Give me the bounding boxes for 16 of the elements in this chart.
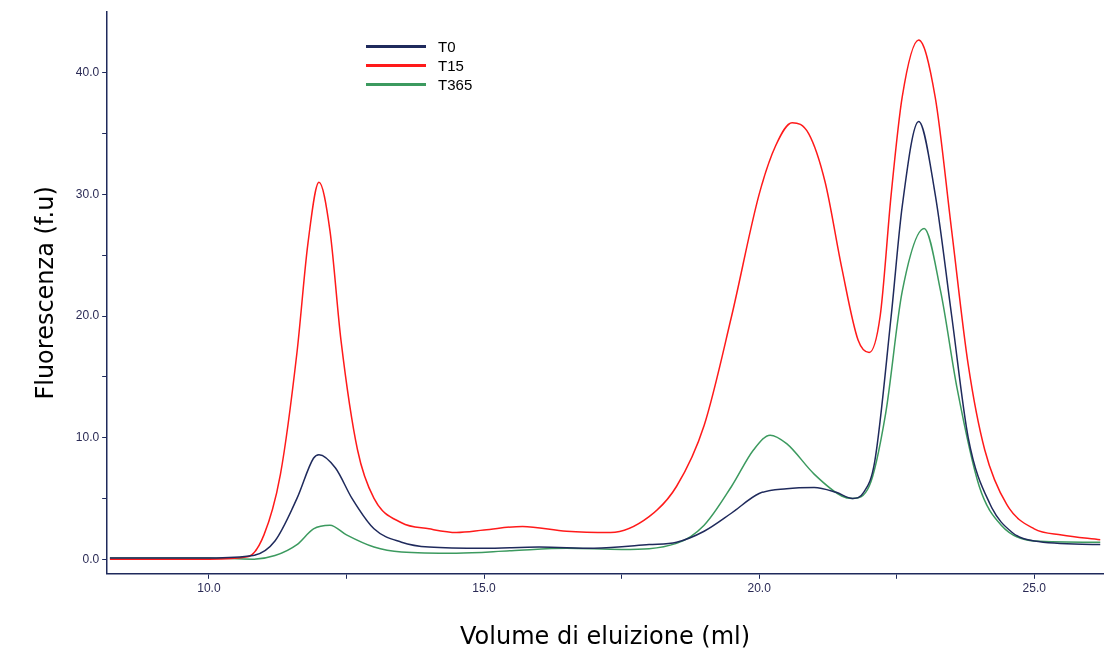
- y-tick-label: 20.0: [75, 308, 100, 323]
- line-series: [109, 120, 1101, 559]
- legend-label: T0: [438, 37, 456, 56]
- y-tick-label: 0.0: [82, 551, 100, 566]
- x-tick-label: 10.0: [197, 581, 221, 596]
- x-tick-label: 25.0: [1022, 581, 1047, 596]
- line-series: [109, 39, 1101, 560]
- y-tick-label: 30.0: [75, 186, 100, 201]
- x-axis-title: Volume di eluizione (ml): [460, 621, 751, 650]
- legend-label: T365: [438, 75, 473, 94]
- y-tick-label: 10.0: [75, 429, 100, 444]
- y-axis-title: Fluorescenza (f.u): [30, 186, 59, 400]
- legend-label: T15: [438, 56, 464, 75]
- y-tick-label: 40.0: [75, 65, 100, 80]
- x-tick-label: 15.0: [472, 581, 497, 596]
- x-tick-label: 20.0: [747, 581, 772, 596]
